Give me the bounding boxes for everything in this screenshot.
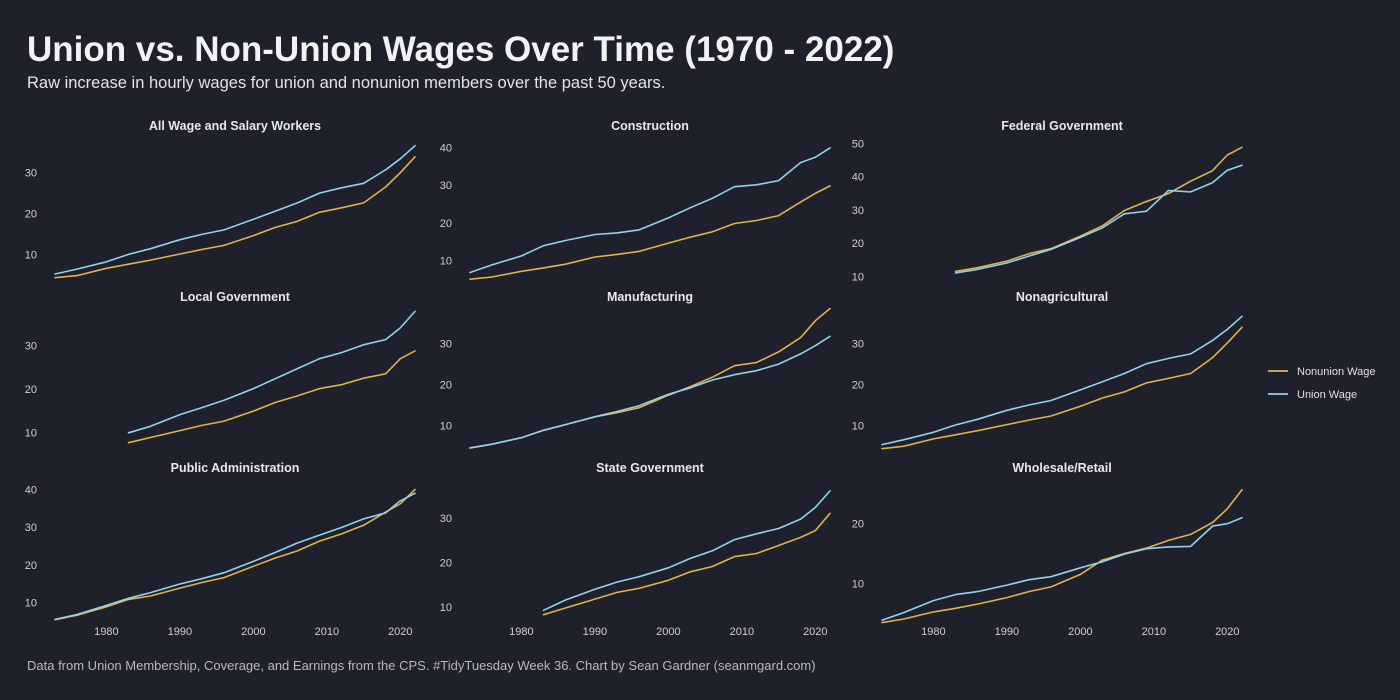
y-tick-label: 20 [852,519,864,531]
y-tick-label: 20 [440,380,452,392]
chart-title: Union vs. Non-Union Wages Over Time (197… [27,30,895,69]
series-line-nonunion-wage [954,146,1243,273]
series-line-nonunion-wage [542,512,831,616]
panel-title: Construction [611,119,689,133]
y-tick-label: 40 [440,143,452,155]
y-tick-label: 10 [25,597,37,609]
chart-caption: Data from Union Membership, Coverage, an… [27,658,816,673]
legend-label: Union Wage [1297,389,1357,401]
panel-title: Nonagricultural [1016,290,1108,304]
panel-local-government: Local Government 10 20 30 [25,290,416,444]
y-tick-label: 50 [852,138,864,150]
x-tick-label: 1980 [509,626,533,638]
panel-manufacturing: Manufacturing 10 20 30 [440,290,831,449]
legend: Nonunion Wage Union Wage [1268,366,1375,401]
y-tick-label: 30 [440,339,452,351]
panel-nonagricultural: Nonagricultural 10 20 30 [852,290,1243,450]
y-tick-label: 10 [852,271,864,283]
panel-state-government: State Government 10 20 30 1980 1990 2000 2010 20… [440,461,831,638]
panel-title: Public Administration [171,461,300,475]
y-tick-label: 10 [25,427,37,439]
y-tick-label: 20 [852,380,864,392]
series-line-union-wage [954,164,1243,274]
panel-federal-government: Federal Government 10 20 30 40 50 [852,119,1243,283]
series-line-union-wage [542,490,831,612]
x-tick-label: 2020 [388,626,412,638]
y-tick-label: 20 [25,209,37,221]
y-tick-label: 20 [440,557,452,569]
x-tick-label: 2020 [1215,626,1239,638]
panel-title: Local Government [180,290,291,304]
chart-subtitle: Raw increase in hourly wages for union a… [27,74,666,92]
panel-title: All Wage and Salary Workers [149,119,321,133]
series-line-nonunion-wage [54,488,416,621]
series-line-nonunion-wage [127,350,416,444]
x-tick-label: 1990 [995,626,1019,638]
y-tick-label: 20 [852,238,864,250]
series-line-union-wage [54,492,416,621]
series-line-nonunion-wage [881,488,1243,624]
series-line-union-wage [469,335,831,449]
y-tick-label: 30 [852,339,864,351]
x-tick-label: 1980 [921,626,945,638]
panel-all-wage-and-salary-workers: All Wage and Salary Workers 10 20 30 [25,119,416,279]
x-tick-label: 1990 [583,626,607,638]
y-tick-label: 30 [440,180,452,192]
y-tick-label: 20 [25,560,37,572]
series-line-union-wage [881,516,1243,622]
y-tick-label: 10 [25,249,37,261]
series-line-nonunion-wage [881,326,1243,450]
y-tick-label: 10 [852,578,864,590]
series-line-union-wage [881,315,1243,446]
series-line-nonunion-wage [469,307,831,449]
y-tick-label: 40 [852,172,864,184]
x-tick-label: 2010 [730,626,754,638]
series-line-nonunion-wage [469,185,831,281]
x-tick-label: 2000 [656,626,680,638]
panel-title: Manufacturing [607,290,693,304]
y-tick-label: 10 [440,602,452,614]
y-tick-label: 20 [440,218,452,230]
y-tick-label: 30 [440,513,452,525]
x-tick-label: 2000 [1068,626,1092,638]
legend-label: Nonunion Wage [1297,366,1375,378]
y-tick-label: 20 [25,384,37,396]
y-tick-label: 30 [852,205,864,217]
panel-title: State Government [596,461,705,475]
x-tick-label: 1980 [94,626,118,638]
panel-title: Federal Government [1001,119,1123,133]
y-tick-label: 10 [440,255,452,267]
y-tick-label: 10 [852,420,864,432]
x-tick-label: 2020 [803,626,827,638]
series-line-union-wage [127,310,416,434]
x-tick-label: 2010 [315,626,339,638]
y-tick-label: 30 [25,522,37,534]
x-tick-label: 1990 [168,626,192,638]
y-tick-label: 30 [25,341,37,353]
panel-construction: Construction 10 20 30 40 [440,119,831,281]
series-line-nonunion-wage [54,156,416,279]
x-tick-label: 2000 [241,626,265,638]
x-tick-label: 2010 [1142,626,1166,638]
panel-public-administration: Public Administration 10 20 30 40 1980 1990 200… [25,461,416,638]
y-tick-label: 10 [440,420,452,432]
panel-title: Wholesale/Retail [1012,461,1111,475]
panel-wholesale-retail: Wholesale/Retail 10 20 1980 1990 2000 2010 2020 [852,461,1243,638]
series-line-union-wage [54,144,416,275]
series-line-union-wage [469,147,831,274]
y-tick-label: 30 [25,168,37,180]
y-tick-label: 40 [25,485,37,497]
